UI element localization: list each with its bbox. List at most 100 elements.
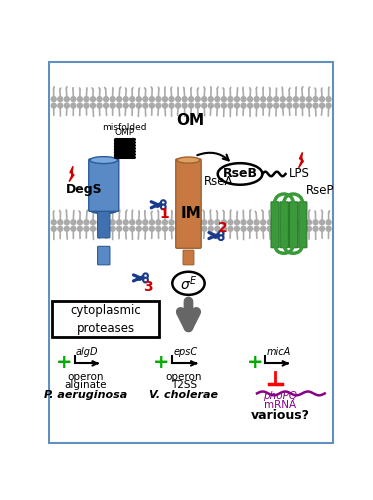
Circle shape xyxy=(182,220,187,225)
FancyBboxPatch shape xyxy=(98,246,110,265)
Circle shape xyxy=(300,226,305,231)
Circle shape xyxy=(300,103,305,108)
Circle shape xyxy=(215,96,220,102)
Circle shape xyxy=(280,96,285,102)
Circle shape xyxy=(241,103,246,108)
Polygon shape xyxy=(298,152,304,168)
Circle shape xyxy=(110,103,115,108)
Circle shape xyxy=(137,96,141,102)
Circle shape xyxy=(71,220,76,225)
Circle shape xyxy=(274,103,279,108)
Circle shape xyxy=(163,96,167,102)
Circle shape xyxy=(248,103,253,108)
Circle shape xyxy=(313,226,318,231)
FancyBboxPatch shape xyxy=(52,301,159,337)
Circle shape xyxy=(313,96,318,102)
Text: OM: OM xyxy=(177,112,205,128)
Text: cytoplasmic
proteases: cytoplasmic proteases xyxy=(70,304,141,334)
Circle shape xyxy=(241,96,246,102)
Circle shape xyxy=(104,103,109,108)
Circle shape xyxy=(280,220,285,225)
Circle shape xyxy=(235,226,239,231)
Text: algD: algD xyxy=(76,347,98,357)
Circle shape xyxy=(123,220,128,225)
Circle shape xyxy=(117,220,122,225)
Circle shape xyxy=(294,103,298,108)
Circle shape xyxy=(58,96,63,102)
Circle shape xyxy=(169,96,174,102)
Circle shape xyxy=(307,226,311,231)
Circle shape xyxy=(137,103,141,108)
Circle shape xyxy=(143,96,148,102)
Circle shape xyxy=(78,103,82,108)
FancyBboxPatch shape xyxy=(271,202,279,248)
Circle shape xyxy=(222,220,226,225)
Circle shape xyxy=(307,103,311,108)
Circle shape xyxy=(254,96,259,102)
Circle shape xyxy=(287,103,292,108)
Circle shape xyxy=(137,226,141,231)
Text: mRNA: mRNA xyxy=(264,400,296,409)
Text: +: + xyxy=(153,353,170,372)
Circle shape xyxy=(161,200,166,205)
Circle shape xyxy=(91,226,95,231)
Circle shape xyxy=(130,96,135,102)
Circle shape xyxy=(176,96,181,102)
Circle shape xyxy=(169,226,174,231)
Circle shape xyxy=(195,96,200,102)
Circle shape xyxy=(58,103,63,108)
Text: operon: operon xyxy=(67,372,104,382)
Circle shape xyxy=(176,103,181,108)
Circle shape xyxy=(51,103,56,108)
Circle shape xyxy=(163,220,167,225)
Circle shape xyxy=(84,96,89,102)
Circle shape xyxy=(104,96,109,102)
FancyBboxPatch shape xyxy=(89,159,119,212)
Text: T2SS: T2SS xyxy=(171,380,197,390)
Circle shape xyxy=(91,220,95,225)
Circle shape xyxy=(280,103,285,108)
Circle shape xyxy=(182,103,187,108)
Circle shape xyxy=(222,96,226,102)
Circle shape xyxy=(58,226,63,231)
Circle shape xyxy=(254,226,259,231)
Circle shape xyxy=(65,96,69,102)
Circle shape xyxy=(150,226,154,231)
Circle shape xyxy=(51,220,56,225)
Text: various?: various? xyxy=(251,409,310,422)
Circle shape xyxy=(51,226,56,231)
Text: +: + xyxy=(247,353,264,372)
Circle shape xyxy=(202,220,207,225)
Circle shape xyxy=(117,226,122,231)
Circle shape xyxy=(209,103,213,108)
Circle shape xyxy=(313,220,318,225)
Text: IM: IM xyxy=(181,206,201,222)
Circle shape xyxy=(300,96,305,102)
Circle shape xyxy=(104,220,109,225)
Circle shape xyxy=(241,226,246,231)
Circle shape xyxy=(195,103,200,108)
Circle shape xyxy=(326,96,331,102)
Circle shape xyxy=(163,103,167,108)
Circle shape xyxy=(161,204,166,210)
Circle shape xyxy=(219,231,223,236)
Text: $\sigma^E$: $\sigma^E$ xyxy=(180,274,197,292)
Circle shape xyxy=(182,96,187,102)
Circle shape xyxy=(209,226,213,231)
Circle shape xyxy=(202,226,207,231)
Circle shape xyxy=(261,103,266,108)
Circle shape xyxy=(130,226,135,231)
Circle shape xyxy=(156,220,161,225)
Circle shape xyxy=(58,220,63,225)
Text: 3: 3 xyxy=(143,280,153,294)
FancyBboxPatch shape xyxy=(299,202,307,248)
Text: V. cholerae: V. cholerae xyxy=(149,390,218,400)
Circle shape xyxy=(320,220,325,225)
Circle shape xyxy=(248,220,253,225)
Circle shape xyxy=(78,220,82,225)
Circle shape xyxy=(110,96,115,102)
Circle shape xyxy=(182,226,187,231)
Circle shape xyxy=(267,220,272,225)
Circle shape xyxy=(307,220,311,225)
Circle shape xyxy=(274,226,279,231)
